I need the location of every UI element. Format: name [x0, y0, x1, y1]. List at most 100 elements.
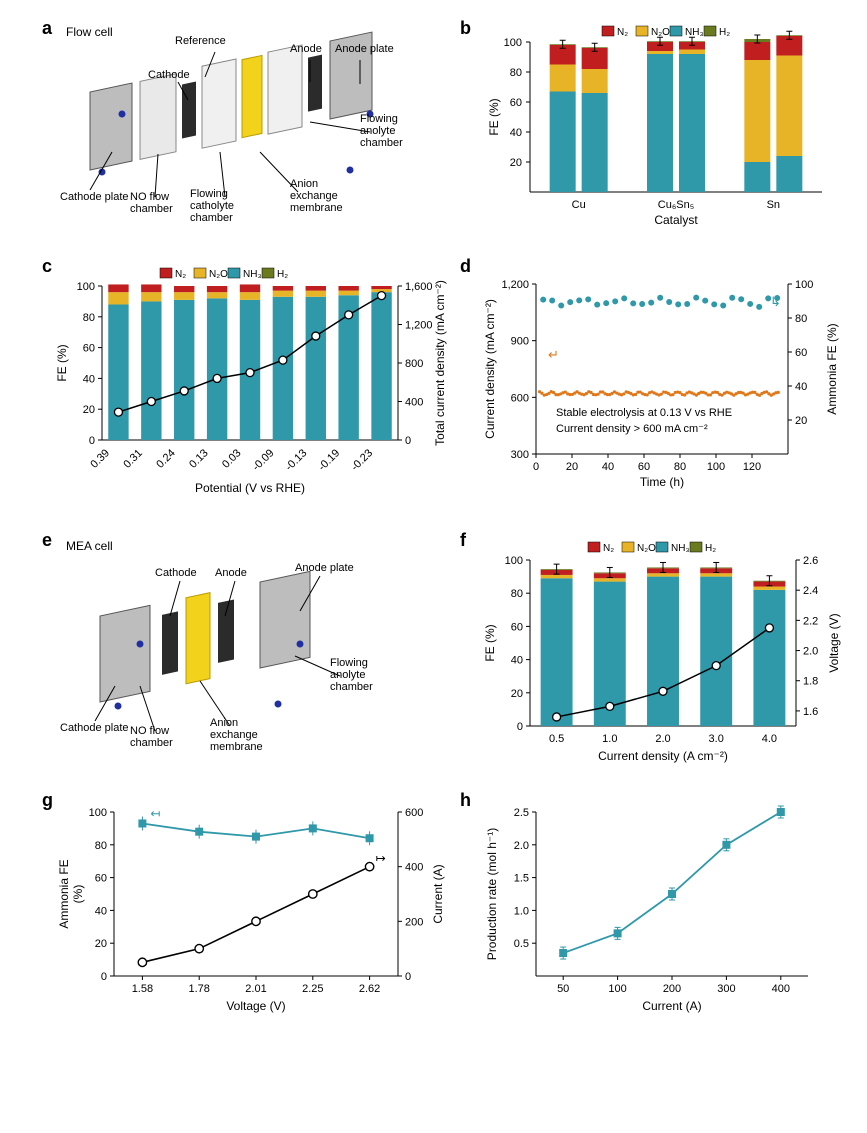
- svg-text:Cu: Cu: [572, 199, 586, 211]
- svg-text:20: 20: [510, 157, 522, 169]
- svg-text:-0.19: -0.19: [316, 447, 342, 473]
- svg-text:Anode: Anode: [215, 567, 247, 579]
- panel-f-chart: 0204060801001.61.82.02.22.42.6FE (%)Volt…: [478, 536, 848, 776]
- svg-text:3.0: 3.0: [709, 733, 724, 745]
- svg-text:2.62: 2.62: [359, 983, 380, 995]
- svg-text:0.5: 0.5: [514, 938, 529, 950]
- svg-text:2.6: 2.6: [803, 555, 818, 567]
- svg-text:Current (A): Current (A): [642, 999, 701, 1013]
- svg-text:600: 600: [405, 807, 423, 819]
- svg-text:300: 300: [717, 983, 735, 995]
- label-a: a: [42, 18, 52, 39]
- svg-text:Cathode: Cathode: [155, 567, 197, 579]
- label-d: d: [460, 256, 471, 277]
- svg-text:0: 0: [89, 435, 95, 447]
- svg-text:80: 80: [795, 313, 807, 325]
- svg-text:FE (%): FE (%): [487, 98, 501, 135]
- svg-text:80: 80: [511, 588, 523, 600]
- svg-text:NH₃: NH₃: [243, 269, 262, 280]
- svg-text:Catalyst: Catalyst: [654, 213, 698, 227]
- svg-text:Current density (A cm⁻²): Current density (A cm⁻²): [598, 749, 728, 763]
- svg-text:80: 80: [510, 67, 522, 79]
- svg-text:2.0: 2.0: [803, 646, 818, 658]
- svg-text:Anionexchangemembrane: Anionexchangemembrane: [290, 178, 343, 214]
- svg-text:Current (A): Current (A): [431, 864, 445, 923]
- svg-text:0: 0: [405, 971, 411, 983]
- svg-text:2.0: 2.0: [655, 733, 670, 745]
- svg-text:2.2: 2.2: [803, 615, 818, 627]
- svg-text:Cu₆Sn₅: Cu₆Sn₅: [658, 199, 694, 211]
- svg-text:0: 0: [533, 461, 539, 473]
- svg-text:Ammonia FE(%): Ammonia FE(%): [57, 859, 85, 928]
- label-f: f: [460, 530, 466, 551]
- svg-text:0.39: 0.39: [88, 447, 112, 471]
- svg-text:100: 100: [504, 37, 522, 49]
- svg-text:1.0: 1.0: [514, 905, 529, 917]
- flowcell-svg: Flow cell Reference Cathode Anode Anode …: [60, 22, 430, 232]
- panel-d-chart: 3006009001,20020406080100020406080100120…: [478, 262, 848, 512]
- svg-text:Sn: Sn: [767, 199, 780, 211]
- svg-text:↳: ↳: [770, 294, 781, 309]
- panel-e-title: MEA cell: [66, 539, 113, 553]
- panel-a-title: Flow cell: [66, 25, 113, 39]
- svg-text:100: 100: [77, 281, 95, 293]
- svg-text:Flowingcatholytechamber: Flowingcatholytechamber: [190, 188, 234, 224]
- svg-text:40: 40: [602, 461, 614, 473]
- svg-text:↦: ↦: [376, 852, 386, 866]
- svg-text:Flowinganolytechamber: Flowinganolytechamber: [360, 113, 403, 149]
- svg-text:↵: ↵: [548, 347, 559, 362]
- svg-text:1.78: 1.78: [188, 983, 209, 995]
- svg-text:N₂: N₂: [603, 543, 614, 554]
- svg-text:N₂: N₂: [617, 27, 628, 38]
- svg-text:100: 100: [505, 555, 523, 567]
- svg-text:0.31: 0.31: [121, 447, 145, 471]
- svg-text:40: 40: [795, 381, 807, 393]
- svg-text:0.03: 0.03: [220, 447, 244, 471]
- svg-text:Time (h): Time (h): [640, 475, 684, 489]
- svg-text:0.13: 0.13: [187, 447, 211, 471]
- svg-text:100: 100: [707, 461, 725, 473]
- panel-a-flowcell-exploded: Flow cell Reference Cathode Anode Anode …: [60, 22, 430, 232]
- svg-text:200: 200: [663, 983, 681, 995]
- svg-text:Stable electrolysis at 0.13 V: Stable electrolysis at 0.13 V vs RHE: [556, 407, 732, 419]
- svg-text:Anode plate: Anode plate: [335, 43, 394, 55]
- svg-text:40: 40: [83, 373, 95, 385]
- svg-text:4.0: 4.0: [762, 733, 777, 745]
- svg-text:400: 400: [772, 983, 790, 995]
- svg-text:1.8: 1.8: [803, 676, 818, 688]
- svg-text:800: 800: [405, 358, 423, 370]
- panel-c-chart: 02040608010004008001,2001,600FE (%)Total…: [50, 262, 450, 512]
- svg-text:100: 100: [608, 983, 626, 995]
- svg-text:H₂: H₂: [705, 543, 716, 554]
- svg-text:40: 40: [511, 655, 523, 667]
- svg-text:Anode plate: Anode plate: [295, 562, 354, 574]
- svg-text:Current density > 600 mA cm⁻²: Current density > 600 mA cm⁻²: [556, 423, 708, 435]
- svg-text:400: 400: [405, 397, 423, 409]
- svg-text:60: 60: [83, 343, 95, 355]
- svg-text:300: 300: [511, 449, 529, 461]
- svg-text:Current density (mA cm⁻²): Current density (mA cm⁻²): [483, 299, 497, 439]
- figure-page: a b c d e f g h Flow cell Reference Cath…: [0, 0, 867, 1133]
- svg-text:60: 60: [511, 621, 523, 633]
- svg-text:1,200: 1,200: [405, 320, 433, 332]
- svg-text:Cathode plate: Cathode plate: [60, 191, 129, 203]
- svg-text:80: 80: [83, 312, 95, 324]
- svg-text:N₂O: N₂O: [651, 27, 670, 38]
- svg-text:200: 200: [405, 916, 423, 928]
- svg-text:NO flowchamber: NO flowchamber: [130, 191, 173, 215]
- panel-e-mea-exploded: MEA cell Cathode Anode Anode plate Flowi…: [60, 536, 430, 766]
- svg-text:N₂O: N₂O: [637, 543, 656, 554]
- svg-text:Production rate (mol h⁻¹): Production rate (mol h⁻¹): [485, 828, 499, 960]
- svg-text:Voltage (V): Voltage (V): [827, 613, 841, 672]
- svg-text:40: 40: [95, 905, 107, 917]
- svg-text:1.5: 1.5: [514, 873, 529, 885]
- svg-text:N₂: N₂: [175, 269, 186, 280]
- svg-text:FE (%): FE (%): [483, 624, 497, 661]
- svg-text:1,200: 1,200: [501, 279, 529, 291]
- svg-text:Reference: Reference: [175, 35, 226, 47]
- svg-text:NO flowchamber: NO flowchamber: [130, 725, 173, 749]
- svg-text:2.25: 2.25: [302, 983, 323, 995]
- svg-text:Anode: Anode: [290, 43, 322, 55]
- panel-b-chart: 20406080100FE (%)CuCu₆Sn₅SnCatalystN₂N₂O…: [482, 22, 832, 232]
- panel-h-chart: 0.51.01.52.02.5Production rate (mol h⁻¹)…: [478, 796, 848, 1026]
